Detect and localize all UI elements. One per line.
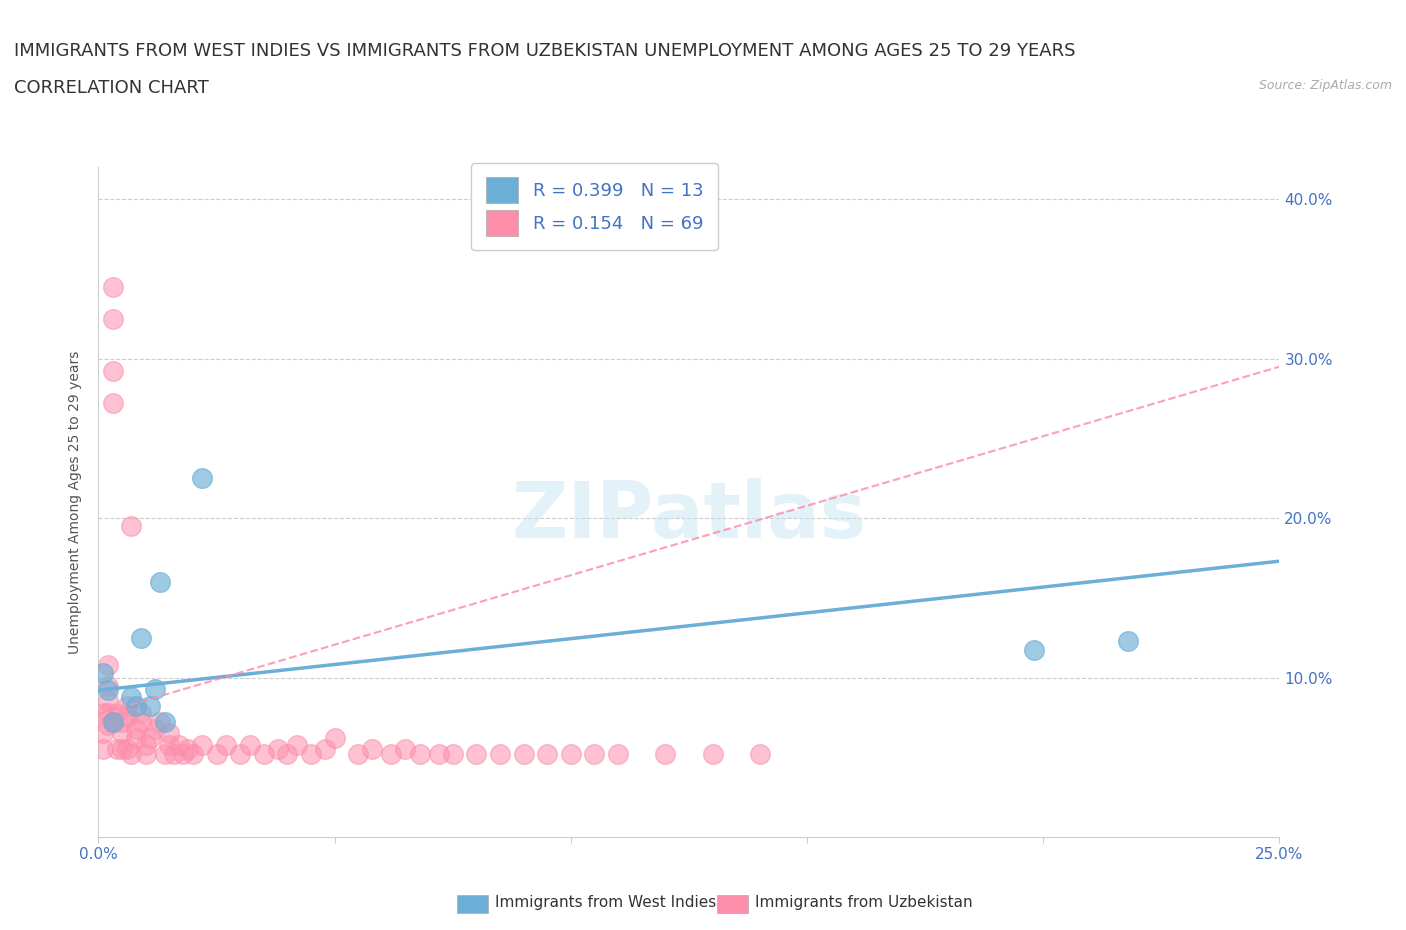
Point [172, 747, 194, 762]
Point [441, 747, 464, 762]
Point [135, 737, 157, 752]
Point [139, 698, 162, 713]
Point [253, 747, 276, 762]
Point [153, 715, 176, 730]
Point [748, 747, 770, 762]
Point [489, 747, 512, 762]
Point [465, 747, 488, 762]
Point [101, 280, 124, 295]
Point [97, 683, 120, 698]
Text: IMMIGRANTS FROM WEST INDIES VS IMMIGRANTS FROM UZBEKISTAN UNEMPLOYMENT AMONG AGE: IMMIGRANTS FROM WEST INDIES VS IMMIGRANT… [14, 42, 1076, 60]
Point [101, 312, 124, 326]
Point [583, 747, 606, 762]
Legend: R = 0.399   N = 13, R = 0.154   N = 69: R = 0.399 N = 13, R = 0.154 N = 69 [471, 163, 717, 250]
Point [163, 747, 186, 762]
Point [215, 737, 238, 752]
Point [129, 631, 152, 645]
Point [607, 747, 630, 762]
Point [111, 726, 134, 741]
Point [105, 705, 128, 720]
Point [97, 658, 120, 672]
Point [361, 742, 384, 757]
Point [1116, 633, 1139, 648]
Point [299, 747, 322, 762]
Point [191, 471, 214, 485]
Point [91, 742, 114, 757]
Point [111, 742, 134, 757]
Point [101, 715, 124, 730]
Point [149, 575, 172, 590]
Point [139, 731, 162, 746]
Point [536, 747, 558, 762]
Point [157, 726, 180, 741]
Point [654, 747, 676, 762]
Point [115, 742, 138, 757]
Point [1022, 643, 1045, 658]
Point [91, 665, 114, 680]
Point [323, 731, 346, 746]
Point [125, 698, 148, 713]
Text: Immigrants from Uzbekistan: Immigrants from Uzbekistan [755, 895, 973, 910]
Y-axis label: Unemployment Among Ages 25 to 29 years: Unemployment Among Ages 25 to 29 years [69, 351, 83, 654]
Point [380, 747, 402, 762]
Point [97, 694, 120, 709]
Point [560, 747, 582, 762]
Point [97, 705, 120, 720]
Point [157, 737, 180, 752]
Point [177, 742, 200, 757]
Point [143, 682, 166, 697]
Point [167, 737, 190, 752]
Point [229, 747, 252, 762]
Text: Source: ZipAtlas.com: Source: ZipAtlas.com [1258, 79, 1392, 92]
Point [239, 737, 262, 752]
Point [512, 747, 534, 762]
Point [408, 747, 430, 762]
Point [181, 747, 204, 762]
Point [129, 715, 152, 730]
Point [191, 737, 214, 752]
Point [97, 718, 120, 733]
Point [121, 519, 143, 534]
Point [91, 726, 114, 741]
Point [276, 747, 298, 762]
Point [702, 747, 724, 762]
Point [153, 747, 176, 762]
Point [427, 747, 450, 762]
Text: Immigrants from West Indies: Immigrants from West Indies [495, 895, 716, 910]
Point [115, 698, 138, 713]
Point [125, 721, 148, 736]
Point [314, 742, 336, 757]
Point [101, 715, 124, 730]
Text: CORRELATION CHART: CORRELATION CHART [14, 79, 209, 97]
Point [125, 731, 148, 746]
Point [347, 747, 370, 762]
Point [135, 747, 157, 762]
Point [394, 742, 416, 757]
Point [267, 742, 290, 757]
Point [97, 678, 120, 693]
Point [115, 710, 138, 724]
Point [285, 737, 308, 752]
Point [101, 396, 124, 411]
Point [91, 705, 114, 720]
Point [129, 705, 152, 720]
Point [121, 689, 143, 704]
Point [149, 715, 172, 730]
Point [121, 747, 143, 762]
Point [101, 364, 124, 379]
Point [111, 715, 134, 730]
Text: ZIPatlas: ZIPatlas [512, 478, 866, 553]
Point [105, 742, 128, 757]
Point [143, 721, 166, 736]
Point [205, 747, 228, 762]
